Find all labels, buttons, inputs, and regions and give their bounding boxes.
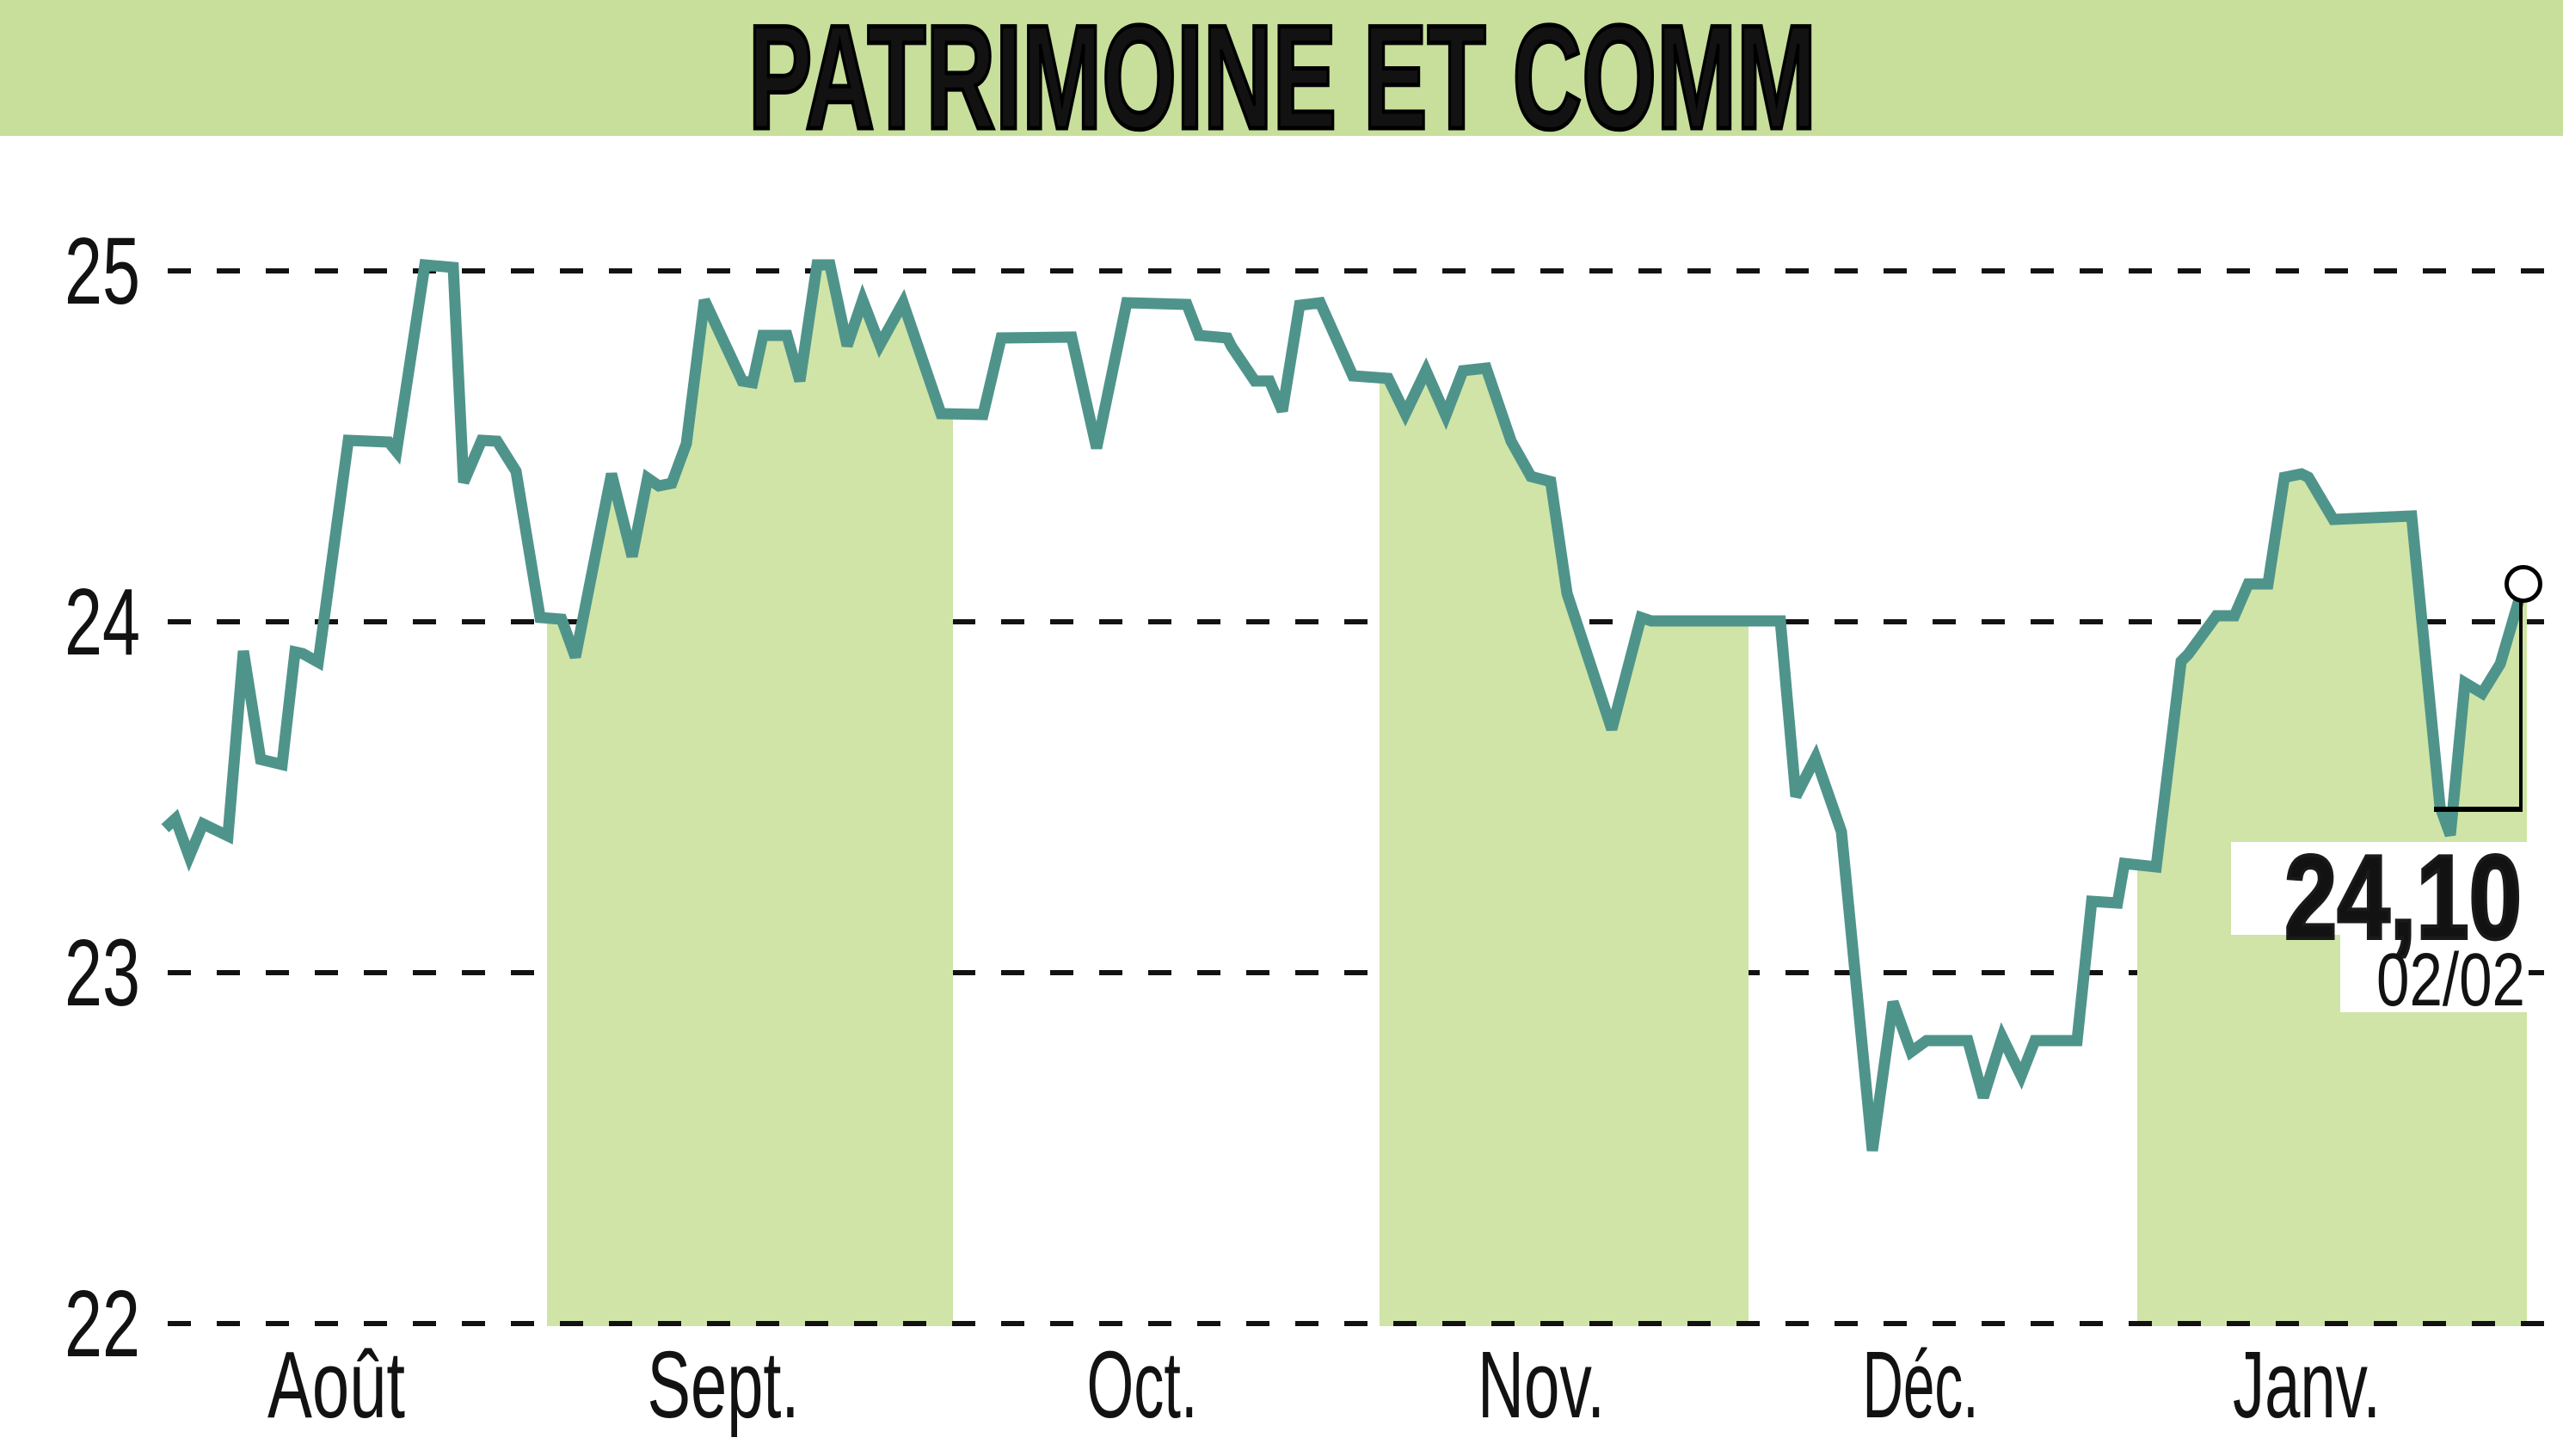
svg-text:22: 22: [65, 1271, 140, 1377]
svg-text:02/02: 02/02: [2376, 938, 2525, 1022]
svg-text:24: 24: [65, 569, 140, 675]
svg-text:Sept.: Sept.: [648, 1332, 800, 1438]
svg-text:Déc.: Déc.: [1863, 1332, 1979, 1438]
svg-text:Août: Août: [267, 1332, 405, 1438]
svg-text:Oct.: Oct.: [1087, 1332, 1198, 1438]
svg-text:24,10: 24,10: [2284, 831, 2522, 964]
svg-text:Nov.: Nov.: [1478, 1332, 1605, 1438]
svg-text:23: 23: [65, 920, 140, 1026]
svg-text:25: 25: [65, 218, 140, 324]
svg-text:Janv.: Janv.: [2233, 1332, 2381, 1438]
svg-text:PATRIMOINE ET COMM: PATRIMOINE ET COMM: [748, 0, 1816, 160]
